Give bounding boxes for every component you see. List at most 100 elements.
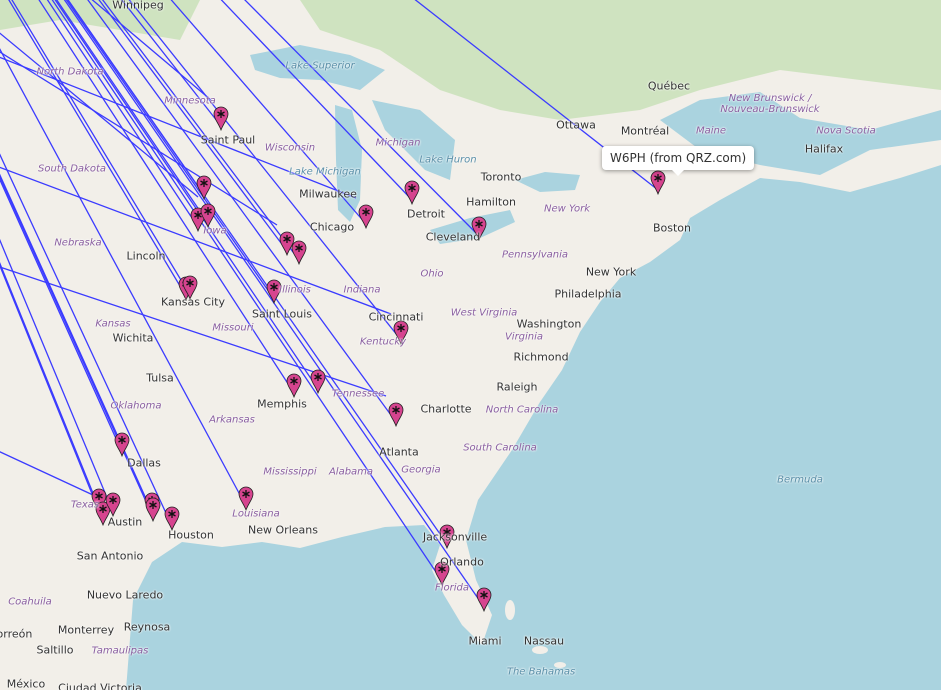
station-marker[interactable] <box>286 373 302 399</box>
city-label: Washington <box>516 317 582 331</box>
station-marker[interactable] <box>358 204 374 230</box>
station-marker[interactable] <box>213 106 229 132</box>
state-label: Kentucky <box>359 336 407 348</box>
station-marker[interactable] <box>95 501 111 527</box>
state-label: Alabama <box>328 466 374 478</box>
water-label: Lake Superior <box>285 60 355 72</box>
city-label: Memphis <box>257 397 307 411</box>
city-label: Toronto <box>480 170 522 184</box>
station-marker[interactable] <box>279 231 295 257</box>
station-marker[interactable] <box>196 175 212 201</box>
city-label: New York <box>585 265 637 279</box>
station-marker[interactable] <box>471 216 487 242</box>
connection-line <box>38 0 295 394</box>
city-label: Saltillo <box>36 643 74 657</box>
city-label: Raleigh <box>496 380 538 394</box>
state-label: Kansas <box>95 318 131 330</box>
station-marker[interactable] <box>200 203 216 229</box>
connection-line <box>11 0 191 296</box>
state-label: Indiana <box>343 284 381 296</box>
water-label: Bermuda <box>777 474 823 486</box>
station-marker[interactable] <box>114 432 130 458</box>
station-marker[interactable] <box>145 497 161 523</box>
asterisk-icon <box>200 179 208 187</box>
asterisk-icon <box>118 436 126 444</box>
asterisk-icon <box>295 244 303 252</box>
connection-line <box>98 0 288 252</box>
station-marker[interactable] <box>650 170 666 196</box>
connection-line <box>0 175 154 518</box>
station-marker[interactable] <box>182 275 198 301</box>
connection-line <box>56 0 209 224</box>
state-label: Maine <box>695 125 727 137</box>
connection-line <box>0 178 123 453</box>
state-label: Ohio <box>420 268 444 280</box>
connection-line <box>0 51 278 226</box>
connection-line <box>87 0 397 423</box>
connection-line <box>0 266 387 397</box>
water-label: The Bahamas <box>506 666 576 678</box>
state-label: Virginia <box>504 331 544 343</box>
state-label: Wisconsin <box>264 142 316 154</box>
state-label: New York <box>543 203 591 215</box>
connection-lines <box>0 0 659 608</box>
station-marker[interactable] <box>434 561 450 587</box>
city-label: Houston <box>168 528 214 542</box>
city-label: Milwaukee <box>299 187 357 201</box>
connection-line <box>220 0 413 201</box>
state-label: Missouri <box>212 322 254 334</box>
city-label: Winnipeg <box>112 0 164 12</box>
state-label: Illinois <box>279 284 311 296</box>
city-label: Ciudad Victoria <box>58 681 142 690</box>
station-marker[interactable] <box>105 492 121 518</box>
asterisk-icon <box>283 235 291 243</box>
asterisk-icon <box>149 501 157 509</box>
station-marker[interactable] <box>310 369 326 395</box>
station-marker[interactable] <box>388 402 404 428</box>
city-label: Richmond <box>513 350 569 364</box>
asterisk-icon <box>95 492 103 500</box>
state-label: Florida <box>434 582 470 594</box>
station-marker[interactable] <box>393 320 409 346</box>
station-marker[interactable] <box>404 180 420 206</box>
state-label: Iowa <box>203 225 227 237</box>
asterisk-icon <box>480 591 488 599</box>
city-label: Detroit <box>407 207 445 221</box>
asterisk-icon <box>109 496 117 504</box>
asterisk-icon <box>242 490 250 498</box>
city-label: Halifax <box>804 142 844 156</box>
station-marker[interactable] <box>238 486 254 512</box>
station-marker[interactable] <box>164 506 180 532</box>
station-tooltip: W6PH (from QRZ.com) <box>602 146 755 176</box>
bahamas <box>505 600 566 668</box>
water-label: Lake Huron <box>419 154 477 166</box>
connection-line <box>121 0 222 127</box>
asterisk-icon <box>362 208 370 216</box>
asterisk-icon <box>204 207 212 215</box>
city-label: Lincoln <box>126 249 166 263</box>
station-marker[interactable] <box>476 587 492 613</box>
markers[interactable] <box>91 106 666 613</box>
city-label: Charlotte <box>420 402 472 416</box>
state-label: Minnesota <box>164 95 216 107</box>
station-marker[interactable] <box>439 524 455 550</box>
state-label: South Dakota <box>37 163 107 175</box>
connection-line <box>0 264 104 522</box>
connection-line <box>101 0 300 261</box>
city-label: Dallas <box>127 456 161 470</box>
asterisk-icon <box>99 505 107 513</box>
asterisk-icon <box>217 110 225 118</box>
asterisk-icon <box>438 565 446 573</box>
connection-line <box>0 166 392 315</box>
water-label: Lake Michigan <box>289 166 361 178</box>
state-label: Nova Scotia <box>816 125 876 137</box>
station-marker[interactable] <box>266 279 282 305</box>
station-marker[interactable] <box>291 240 307 266</box>
city-label: México <box>6 677 46 690</box>
city-label: Reynosa <box>123 620 171 634</box>
state-label: New Brunswick / Nouveau-Brunswick <box>720 93 820 115</box>
state-label: Tamaulipas <box>91 645 149 657</box>
